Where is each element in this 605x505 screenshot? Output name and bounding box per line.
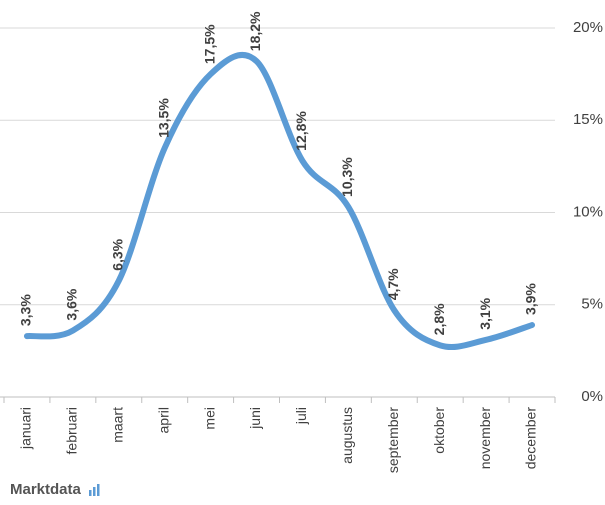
y-tick-label: 0% <box>581 388 603 405</box>
y-tick-label: 5% <box>581 296 603 313</box>
data-label: 3,9% <box>523 283 539 315</box>
y-tick-label: 10% <box>573 203 603 220</box>
data-label: 12,8% <box>293 111 309 151</box>
x-tick-label: april <box>155 407 171 433</box>
x-tick-label: november <box>477 407 493 470</box>
data-label: 18,2% <box>247 11 263 51</box>
x-tick-label: juni <box>247 407 263 430</box>
x-tick-label: oktober <box>431 407 447 454</box>
data-label: 3,6% <box>64 288 80 320</box>
y-tick-label: 20% <box>573 19 603 36</box>
x-tick-label: augustus <box>339 407 355 464</box>
data-label: 2,8% <box>431 303 447 335</box>
brand: Marktdata <box>10 481 82 498</box>
x-tick-label: maart <box>109 407 125 443</box>
data-label: 17,5% <box>201 24 217 64</box>
data-label: 3,1% <box>477 297 493 329</box>
data-label: 4,7% <box>385 268 401 300</box>
data-label: 10,3% <box>339 157 355 197</box>
x-tick-label: juli <box>293 407 309 425</box>
x-tick-label: februari <box>64 407 80 454</box>
data-label: 13,5% <box>155 98 171 138</box>
x-tick-label: december <box>523 407 539 470</box>
x-tick-label: mei <box>201 407 217 430</box>
data-label: 6,3% <box>109 238 125 270</box>
brand-icon <box>89 484 100 496</box>
line <box>23 52 536 351</box>
data-label: 3,3% <box>18 294 34 326</box>
y-tick-label: 15% <box>573 111 603 128</box>
x-tick-label: september <box>385 407 401 473</box>
x-tick-label: januari <box>18 407 34 450</box>
